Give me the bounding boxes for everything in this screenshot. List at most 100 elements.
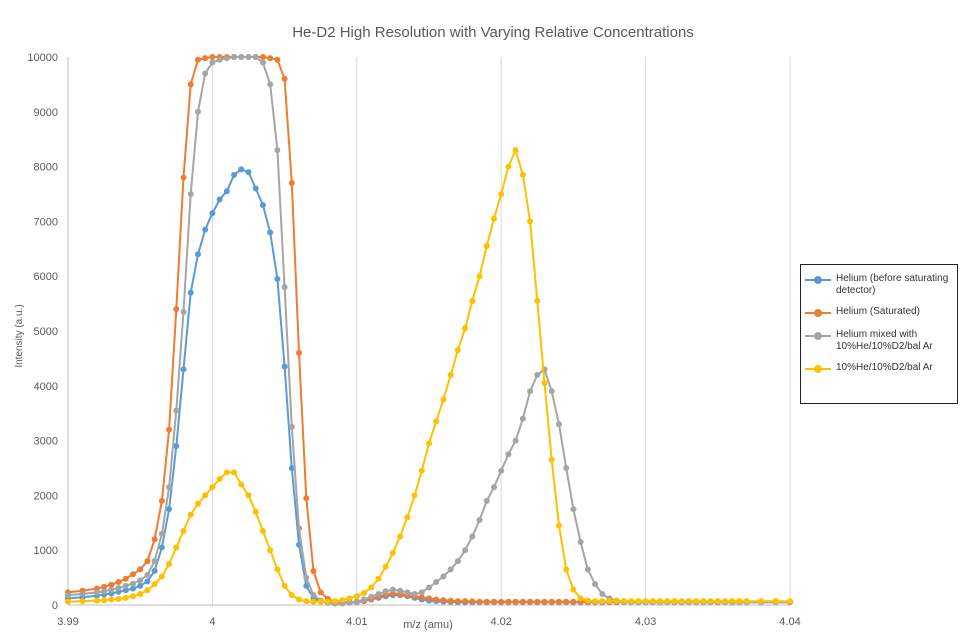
data-point [707, 598, 714, 605]
data-point [563, 566, 570, 573]
data-point [187, 511, 194, 518]
data-point [122, 587, 129, 594]
data-point [288, 423, 295, 430]
chart-title: He-D2 High Resolution with Varying Relat… [292, 24, 694, 41]
data-point [187, 191, 194, 197]
data-point [592, 581, 599, 588]
data-point [382, 563, 389, 570]
y-tick-label: 4000 [34, 381, 58, 393]
data-point [238, 54, 245, 60]
data-point [223, 188, 230, 195]
data-point [469, 297, 476, 304]
data-point [180, 174, 187, 181]
data-point [541, 380, 548, 387]
data-point [570, 598, 577, 605]
series-4 [65, 147, 793, 605]
data-point [700, 598, 707, 605]
data-point [519, 415, 526, 422]
data-point [433, 578, 440, 585]
data-point [332, 598, 339, 605]
data-point [303, 495, 310, 502]
data-point [389, 586, 396, 593]
x-tick-label: 4 [209, 616, 215, 628]
x-tick-label: 4.01 [346, 616, 367, 628]
data-point [548, 456, 555, 463]
data-point [563, 465, 570, 471]
data-point [555, 598, 562, 605]
data-point [462, 325, 469, 332]
data-point [231, 469, 238, 476]
data-point [353, 593, 360, 600]
data-point [534, 371, 541, 378]
data-point [216, 56, 223, 63]
data-point [729, 598, 736, 605]
data-point [527, 598, 534, 605]
data-point [620, 598, 627, 605]
data-point [534, 598, 541, 605]
data-point [115, 595, 122, 602]
data-point [252, 54, 259, 60]
data-point [454, 558, 461, 565]
data-point [375, 575, 382, 582]
series-line [67, 56, 790, 604]
data-point [108, 581, 115, 588]
data-point [368, 593, 375, 600]
data-point [361, 589, 368, 596]
data-point [454, 347, 461, 354]
data-point [303, 598, 310, 605]
data-point [267, 547, 274, 554]
data-point [469, 598, 476, 605]
data-point [166, 484, 173, 491]
data-point [404, 514, 411, 521]
data-point [209, 210, 216, 217]
legend-item: Helium (before saturating detector) [805, 273, 953, 297]
data-point [296, 596, 303, 603]
data-point [433, 596, 440, 603]
data-point [483, 598, 490, 605]
data-point [216, 475, 223, 482]
data-point [101, 583, 108, 590]
data-point [274, 56, 281, 63]
data-point [108, 586, 115, 593]
legend-item: 10%He/10%D2/bal Ar [805, 362, 953, 376]
data-point [512, 437, 519, 444]
data-point [288, 592, 295, 599]
data-point [375, 591, 382, 598]
y-axis-label: Intensity (a.u.) [14, 304, 25, 367]
y-tick-label: 10000 [27, 52, 58, 64]
data-point [65, 598, 71, 605]
data-point [151, 558, 158, 565]
legend-label: Helium (before saturating detector) [836, 273, 949, 296]
data-point [259, 59, 266, 66]
y-tick-label: 6000 [34, 271, 58, 283]
data-point [426, 595, 432, 602]
data-point [223, 55, 230, 62]
legend-label: Helium mixed with 10%He/10%D2/bal Ar [836, 329, 933, 352]
data-point [469, 533, 476, 540]
data-point [158, 530, 165, 537]
data-point [173, 306, 180, 313]
data-point [209, 484, 216, 491]
data-point [158, 497, 165, 504]
data-point [194, 108, 201, 115]
data-point [628, 598, 635, 605]
data-point [512, 598, 519, 605]
x-tick-label: 4.02 [490, 616, 511, 628]
data-point [245, 492, 252, 499]
data-point [368, 584, 375, 591]
data-point [346, 599, 353, 606]
x-tick-labels: 3.99 4 4.01 4.02 4.03 4.04 [57, 616, 800, 628]
data-point [599, 591, 606, 598]
data-point [490, 598, 497, 605]
data-point [462, 598, 469, 605]
legend-label: Helium (Saturated) [836, 306, 920, 317]
data-point [303, 574, 310, 581]
y-tick-label: 5000 [34, 326, 58, 338]
data-point [772, 598, 779, 605]
data-point [454, 598, 461, 605]
data-point [209, 54, 216, 60]
data-point [657, 598, 664, 605]
data-point [281, 75, 288, 82]
data-point [592, 598, 599, 605]
legend-swatch [805, 362, 831, 376]
